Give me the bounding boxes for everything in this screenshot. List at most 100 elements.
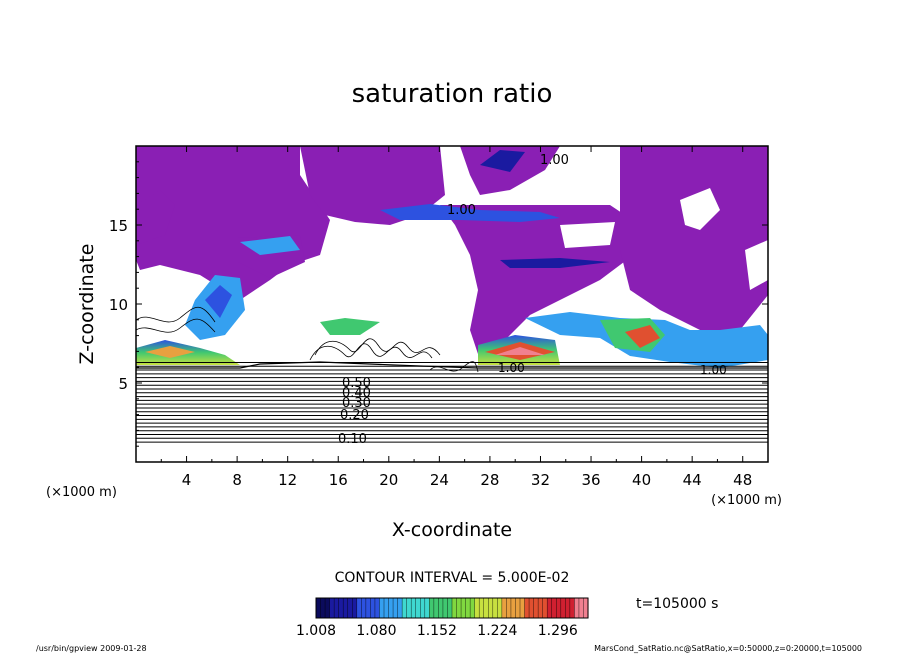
x-tick-label: 36 [581,471,600,489]
contour-label: 1.00 [447,203,476,218]
colorbar-segment [325,598,331,618]
z-tick-label: 15 [109,217,128,235]
colorbar-segment [402,598,408,618]
contour-label: 0.10 [338,432,367,447]
colorbar-segment [492,598,498,618]
time-label: t=105000 s [636,596,718,612]
colorbar-segment [542,598,548,618]
colorbar-segment [461,598,467,618]
colorbar-segment [556,598,562,618]
colorbar-segment [424,598,430,618]
colorbar-segment [347,598,353,618]
colorbar-segment [538,598,544,618]
z-axis-unit: (×1000 m) [46,485,117,500]
x-tick-label: 44 [683,471,702,489]
colorbar-segment [510,598,517,618]
supersaturated-regions [136,150,768,368]
colorbar-segment [429,598,435,618]
colorbar-segment [569,598,575,618]
colorbar-ticks: 1.008 1.080 1.152 1.224 1.296 [296,623,578,639]
colorbar-segment [356,598,362,618]
colorbar-segment [551,598,557,618]
x-tick-label: 24 [430,471,449,489]
contour-label: 0.20 [340,408,369,423]
colorbar-segment [393,598,399,618]
colorbar-segment [361,598,367,618]
colorbar-segment [501,598,507,618]
colorbar-segment [338,598,344,618]
contour-lines [136,361,768,443]
colorbar-segment [420,598,426,618]
colorbar-segment [506,598,512,618]
colorbar-segment [529,598,535,618]
colorbar-segment [438,598,444,618]
contour-label: 1.00 [700,363,727,377]
colorbar-segment [560,598,566,618]
colorbar-segment [515,598,521,618]
colorbar-segment [343,598,349,618]
colorbar-segment [470,598,476,618]
colorbar-segment [334,598,340,618]
colorbar-segment [352,598,358,618]
colorbar [315,598,589,618]
colorbar-segment [465,598,471,618]
colorbar-segment [547,598,553,618]
plot-area [136,146,768,462]
colorbar-tick-label: 1.080 [356,623,396,639]
colorbar-segment [488,598,494,618]
colorbar-tick-label: 1.152 [417,623,457,639]
colorbar-segment [565,598,571,618]
x-axis-unit: (×1000 m) [711,493,782,508]
colorbar-segment [524,598,530,618]
colorbar-segment [415,598,421,618]
colorbar-segment [406,598,412,618]
footer-right: MarsCond_SatRatio.nc@SatRatio,x=0:50000,… [594,644,862,653]
colorbar-frame [315,597,589,619]
contour-label: 1.00 [540,153,569,168]
colorbar-segment [384,598,390,618]
contour-label: 1.00 [498,361,525,375]
contour-interval-text: CONTOUR INTERVAL = 5.000E-02 [335,570,570,586]
colorbar-segment [370,598,376,618]
colorbar-segment [456,598,462,618]
x-axis-label: X-coordinate [392,519,512,541]
footer-left: /usr/bin/gpview 2009-01-28 [36,644,147,653]
colorbar-segment [583,598,589,618]
colorbar-tick-label: 1.296 [538,623,578,639]
x-tick-label: 16 [329,471,348,489]
colorbar-segment [374,598,381,618]
colorbar-segment [442,598,449,618]
x-axis: 4 8 12 16 20 24 28 32 36 40 44 48 [160,146,752,489]
colorbar-segment [533,598,539,618]
colorbar-segment [574,598,580,618]
contour-label-group: 0.10 0.20 0.30 0.40 0.50 1.00 1.00 1.00 … [338,153,727,447]
colorbar-tick-label: 1.224 [477,623,517,639]
x-tick-label: 4 [182,471,192,489]
z-tick-label: 10 [109,296,128,314]
contour-label: 0.40 [342,386,371,401]
x-tick-label: 48 [733,471,752,489]
z-tick-label: 5 [118,375,128,393]
colorbar-segment [483,598,489,618]
z-axis: 5 10 15 [109,161,768,447]
colorbar-segment [497,598,503,618]
chart-title: saturation ratio [352,79,553,109]
colorbar-segment [578,598,585,618]
colorbar-segment [411,598,417,618]
x-tick-label: 40 [632,471,651,489]
x-tick-label: 12 [278,471,297,489]
z-axis-label: Z-coordinate [76,244,98,365]
colorbar-segment [474,598,480,618]
x-tick-label: 32 [531,471,550,489]
contour-label: 0.30 [342,396,371,411]
colorbar-segment [520,598,526,618]
contour-label: 0.50 [342,376,371,391]
colorbar-segment [320,598,326,618]
colorbar-segment [397,598,403,618]
colorbar-segment [388,598,394,618]
colorbar-segment [447,598,453,618]
colorbar-segment [329,598,335,618]
x-tick-label: 20 [379,471,398,489]
x-tick-label: 28 [480,471,499,489]
